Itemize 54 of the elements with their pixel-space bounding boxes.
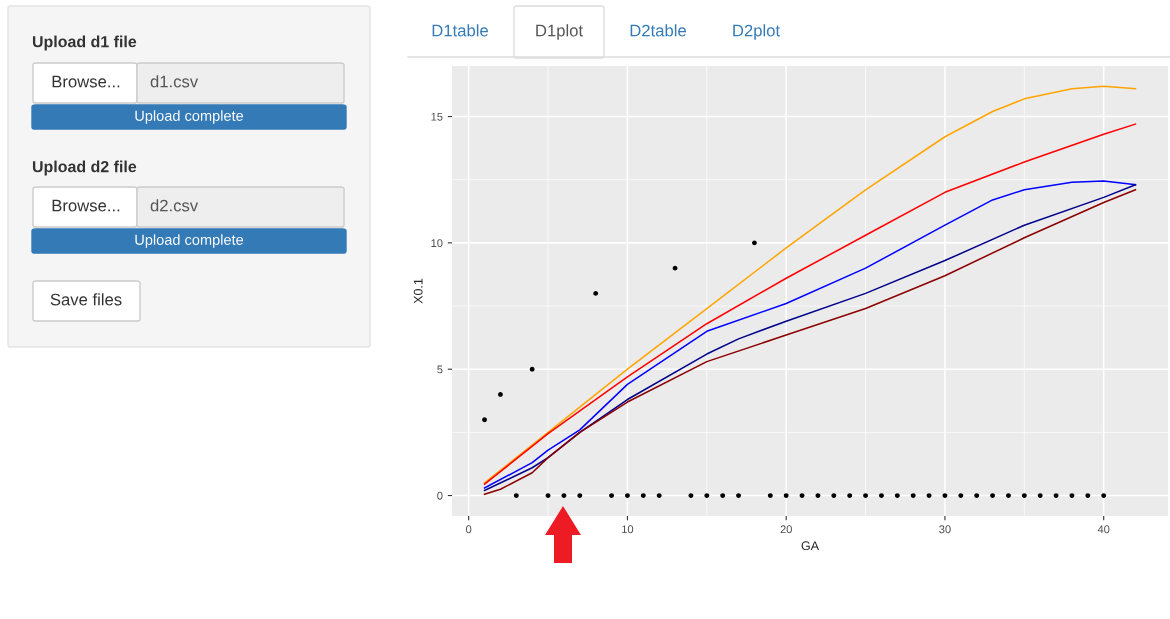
x-tick-label: 30 [939,525,951,534]
text: Browse... [52,199,120,212]
x-tick-label: 10 [622,525,634,534]
text: Browse... [52,75,120,88]
point [640,493,646,498]
y-axis-title: X0.1 [413,278,423,304]
text: d1.csv [150,75,199,88]
point [990,493,995,498]
point [529,366,535,372]
point [720,493,726,498]
point [593,290,599,296]
point [1021,493,1027,498]
point [1037,493,1043,498]
point [767,493,773,498]
y-tick-label: 0 [437,491,443,500]
text: Save files [50,293,122,306]
point [879,493,884,498]
point [609,493,614,498]
point [863,493,868,498]
point [910,493,916,498]
text: D2table [630,24,686,37]
point [752,240,757,246]
point [958,493,964,498]
point [736,493,741,498]
x-tick-label: 20 [780,525,792,534]
point [831,493,837,498]
point [847,493,853,498]
point [1101,493,1107,498]
text: D1plot [536,24,583,40]
text: d2.csv [150,199,199,212]
point [513,493,519,498]
point [498,392,503,397]
y-tick-label: 15 [431,112,443,121]
point [656,493,662,498]
point [894,493,900,498]
text: Upload d2 file [32,160,137,176]
x-tick-label: 0 [466,525,472,534]
point [783,493,789,498]
x-axis-title: GA [801,541,820,551]
y-tick-label: 10 [431,239,443,247]
point [577,493,583,498]
text: Upload complete [135,234,244,248]
x-tick-label: 40 [1097,525,1110,534]
text: Upload d1 file [32,35,137,51]
point [1085,493,1091,498]
text: D1table [432,24,488,37]
y-tick-label: 5 [437,365,443,374]
point [625,493,630,498]
point [482,417,487,423]
point [704,493,710,498]
point [974,493,980,498]
text: Upload complete [135,110,244,124]
text: D2plot [733,24,780,40]
point [1006,493,1011,498]
